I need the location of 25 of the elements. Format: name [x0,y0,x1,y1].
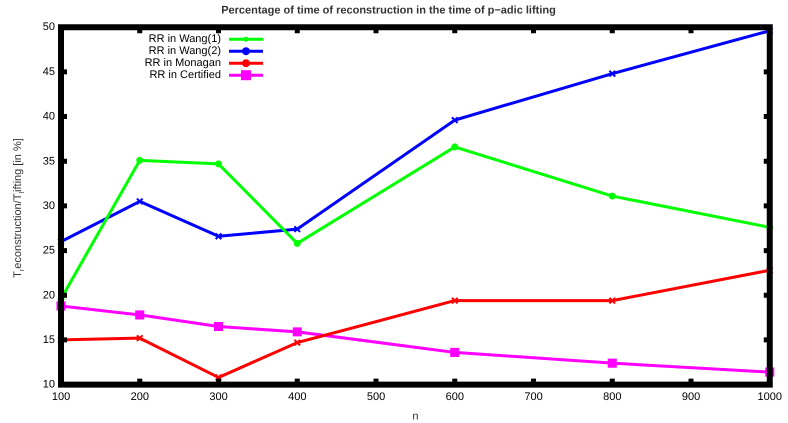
x-tick-label: 800 [603,391,622,404]
y-tick-label: 35 [42,155,55,168]
y-tick-label: 50 [42,21,55,34]
legend-label: RR in Monagan [144,57,221,70]
x-tick-label: 1000 [758,391,782,404]
legend-label: RR in Wang(1) [148,33,221,46]
y-tick-label: 40 [42,110,55,123]
chart-title: Percentage of time of reconstruction in the time of p−adic lifting [221,4,556,17]
x-tick-label: 600 [446,391,464,404]
x-axis-title: n [412,410,418,422]
x-tick-label: 200 [130,391,149,404]
x-tick-label: 300 [209,391,228,404]
legend-label: RR in Certified [149,69,221,82]
x-tick-label: 100 [52,391,70,404]
y-tick-label: 45 [42,66,55,78]
x-tick-label: 500 [366,391,386,404]
y-tick-label: 10 [42,378,55,391]
y-tick-label: 15 [42,334,55,346]
y-tick-label: 25 [42,244,55,257]
x-tick-label: 400 [288,391,306,404]
legend-label: RR in Wang(2) [148,45,221,58]
x-tick-label: 900 [682,391,700,404]
y-tick-label: 30 [42,200,55,212]
y-tick-label: 20 [42,289,55,302]
x-tick-label: 700 [524,391,543,404]
